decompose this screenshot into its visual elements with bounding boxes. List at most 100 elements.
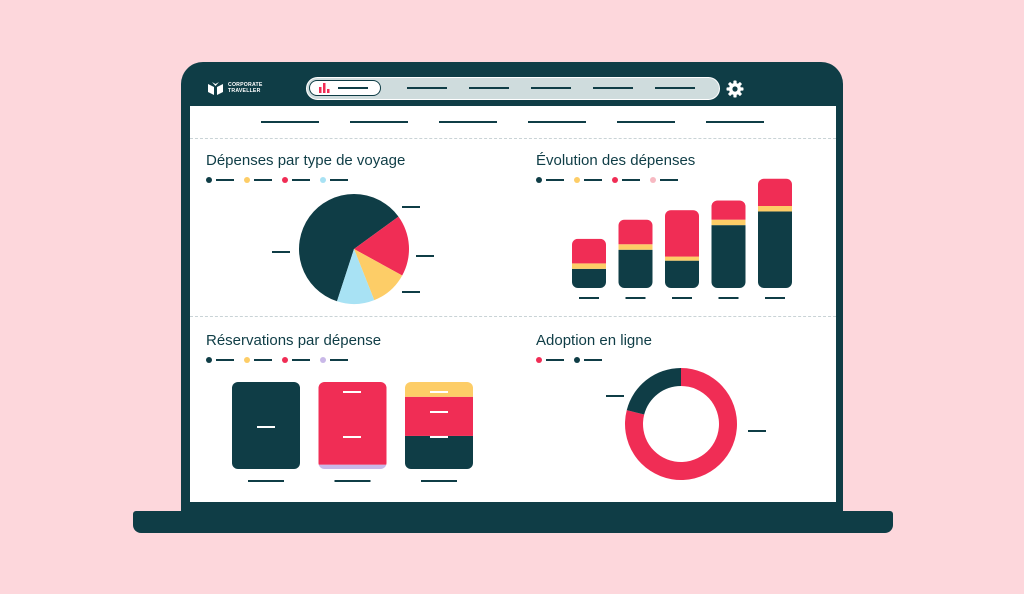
legend-spend-by-type xyxy=(206,177,348,183)
legend-item xyxy=(206,177,234,183)
nav-tab-4[interactable] xyxy=(531,87,571,89)
nav-tab-2[interactable] xyxy=(407,87,447,89)
bar-axis-label xyxy=(765,297,785,299)
bar-segment xyxy=(711,200,746,220)
pie-label xyxy=(402,206,420,208)
legend-label xyxy=(216,359,234,361)
nav-tab-label xyxy=(338,87,368,89)
bar-group xyxy=(665,210,699,288)
dashboard-content: Dépenses par type de voyage Évolution de… xyxy=(190,106,836,502)
legend-swatch xyxy=(244,357,250,363)
subnav-item-6[interactable] xyxy=(706,121,764,123)
logo[interactable]: CORPORATE TRAVELLER xyxy=(208,82,263,95)
panel-title-bookings-by-spend: Réservations par dépense xyxy=(206,332,382,349)
bar-axis-label xyxy=(672,297,692,299)
legend-label xyxy=(254,359,272,361)
bar-chart-bookings-by-spend xyxy=(232,382,473,482)
legend-swatch xyxy=(536,357,542,363)
bar-segment xyxy=(572,268,606,288)
logo-text-line2: TRAVELLER xyxy=(228,87,261,94)
bar-value-label xyxy=(430,411,448,413)
laptop-base xyxy=(133,511,893,533)
nav-tab-5[interactable] xyxy=(593,87,633,89)
legend-item xyxy=(650,177,678,183)
nav-tab-dashboard[interactable] xyxy=(309,80,381,96)
legend-swatch xyxy=(320,357,326,363)
legend-swatch xyxy=(574,177,580,183)
bar-segment xyxy=(618,244,653,250)
nav-tab-6[interactable] xyxy=(655,87,695,89)
bar-value-label xyxy=(257,426,275,428)
bar-segment xyxy=(405,435,473,469)
bar-value-label xyxy=(343,391,361,393)
pie-label xyxy=(272,251,290,253)
bar-axis-label xyxy=(579,297,599,299)
legend-item xyxy=(612,177,640,183)
bar-group xyxy=(405,382,473,469)
legend-swatch xyxy=(244,177,250,183)
legend-label xyxy=(330,359,348,361)
pie-slice xyxy=(354,249,403,301)
legend-swatch xyxy=(574,357,580,363)
legend-label xyxy=(584,179,602,181)
subnav-item-5[interactable] xyxy=(617,121,675,123)
bar-segment xyxy=(758,206,792,212)
bar-axis-label xyxy=(718,297,739,299)
legend-label xyxy=(292,359,310,361)
bar-value-label xyxy=(343,436,361,438)
logo-mark-icon xyxy=(208,82,223,95)
sub-navigation xyxy=(190,121,836,124)
bar-segment xyxy=(665,260,699,288)
pie-label xyxy=(402,291,420,293)
subnav-item-4[interactable] xyxy=(528,121,586,123)
legend-item xyxy=(282,177,310,183)
logo-text-line1: CORPORATE xyxy=(228,82,263,89)
legend-label xyxy=(254,179,272,181)
bar-segment xyxy=(618,249,653,288)
donut-label xyxy=(606,395,624,397)
gear-icon[interactable] xyxy=(726,80,744,98)
subnav-item-2[interactable] xyxy=(350,121,408,123)
legend-online-adoption xyxy=(536,357,602,363)
bar-chart-spend-evolution xyxy=(572,178,792,299)
legend-swatch xyxy=(282,177,288,183)
top-bar: CORPORATE TRAVELLER xyxy=(190,72,836,106)
bar-segment xyxy=(758,178,792,206)
legend-swatch xyxy=(206,357,212,363)
legend-item xyxy=(320,357,348,363)
bar-axis-label xyxy=(334,480,371,482)
bar-segment xyxy=(405,396,473,436)
nav-tab-3[interactable] xyxy=(469,87,509,89)
subnav-item-3[interactable] xyxy=(439,121,497,123)
bar-group xyxy=(758,178,792,288)
bar-segment xyxy=(711,219,746,226)
legend-item xyxy=(574,357,602,363)
bar-segment xyxy=(665,210,699,257)
pie-slice xyxy=(337,249,375,304)
legend-swatch xyxy=(206,177,212,183)
subnav-item-1[interactable] xyxy=(261,121,319,123)
bar-segment xyxy=(618,219,653,245)
legend-swatch xyxy=(612,177,618,183)
divider xyxy=(190,138,836,139)
legend-label xyxy=(546,359,564,361)
bar-segment xyxy=(405,382,473,397)
bar-chart-icon xyxy=(319,83,330,93)
bar-segment xyxy=(572,263,606,269)
bar-segment xyxy=(232,382,300,469)
bar-segment xyxy=(665,256,699,261)
bar-axis-label xyxy=(248,480,284,482)
legend-swatch xyxy=(650,177,656,183)
panel-title-online-adoption: Adoption en ligne xyxy=(536,332,652,349)
bar-axis-label xyxy=(421,480,457,482)
legend-item xyxy=(244,177,272,183)
legend-label xyxy=(546,179,564,181)
bar-group xyxy=(232,382,300,469)
legend-label xyxy=(330,179,348,181)
legend-label xyxy=(660,179,678,181)
top-nav-bar[interactable] xyxy=(306,77,720,100)
legend-item xyxy=(536,357,564,363)
legend-label xyxy=(622,179,640,181)
legend-item xyxy=(320,177,348,183)
bar-group xyxy=(711,200,746,288)
